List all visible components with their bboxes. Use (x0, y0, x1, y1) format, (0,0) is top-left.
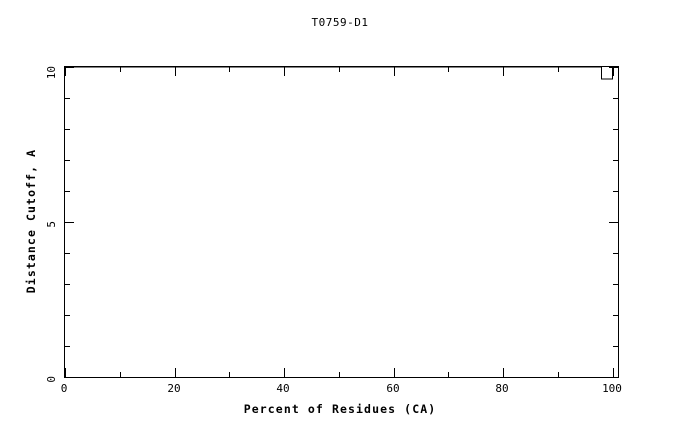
y-tick-2-right (613, 315, 618, 316)
x-tick-70-bottom (448, 372, 449, 377)
x-tick-20-top (175, 67, 176, 76)
x-tick-50-bottom (339, 372, 340, 377)
y-tick-5-left (65, 222, 74, 223)
y-tick-8-left (65, 129, 70, 130)
x-tick-0-bottom (65, 368, 66, 377)
x-tick-label-80: 80 (495, 382, 509, 395)
y-tick-1-right (613, 346, 618, 347)
plot-area (65, 67, 618, 377)
x-tick-20-bottom (175, 368, 176, 377)
y-tick-6-right (613, 191, 618, 192)
plot-frame (64, 66, 619, 378)
x-tick-60-top (394, 67, 395, 76)
chart-title: T0759-D1 (311, 16, 369, 29)
x-tick-90-top (558, 67, 559, 72)
y-tick-4-left (65, 253, 70, 254)
y-tick-8-right (613, 129, 618, 130)
x-tick-40-bottom (284, 368, 285, 377)
x-tick-label-60: 60 (386, 382, 400, 395)
y-tick-2-left (65, 315, 70, 316)
x-tick-50-top (339, 67, 340, 72)
y-tick-6-left (65, 191, 70, 192)
y-tick-5-right (609, 222, 618, 223)
x-tick-0-top (65, 67, 66, 76)
x-axis-label: Percent of Residues (CA) (243, 402, 437, 416)
x-tick-100-top (613, 67, 614, 76)
y-tick-1-left (65, 346, 70, 347)
y-tick-7-right (613, 160, 618, 161)
y-tick-10-left (65, 67, 74, 68)
y-tick-3-right (613, 284, 618, 285)
x-tick-70-top (448, 67, 449, 72)
y-tick-9-right (613, 98, 618, 99)
y-tick-10-right (609, 67, 618, 68)
y-tick-label-10: 10 (45, 66, 58, 80)
y-tick-0-left (65, 377, 74, 378)
y-tick-0-right (609, 377, 618, 378)
x-tick-30-bottom (229, 372, 230, 377)
x-tick-30-top (229, 67, 230, 72)
x-tick-40-top (284, 67, 285, 76)
y-tick-label-5: 5 (45, 221, 58, 228)
y-tick-7-left (65, 160, 70, 161)
x-tick-10-bottom (120, 372, 121, 377)
x-tick-label-0: 0 (60, 382, 68, 395)
x-tick-80-bottom (503, 368, 504, 377)
x-tick-80-top (503, 67, 504, 76)
data-series-layer (65, 67, 614, 80)
y-tick-4-right (613, 253, 618, 254)
x-tick-90-bottom (558, 372, 559, 377)
y-axis-label: Distance Cutoff, A (24, 148, 38, 294)
x-tick-60-bottom (394, 368, 395, 377)
x-tick-100-bottom (613, 368, 614, 377)
x-tick-label-20: 20 (167, 382, 181, 395)
x-tick-10-top (120, 67, 121, 72)
x-tick-label-40: 40 (276, 382, 290, 395)
x-tick-label-100: 100 (602, 382, 622, 395)
y-tick-9-left (65, 98, 70, 99)
y-tick-3-left (65, 284, 70, 285)
